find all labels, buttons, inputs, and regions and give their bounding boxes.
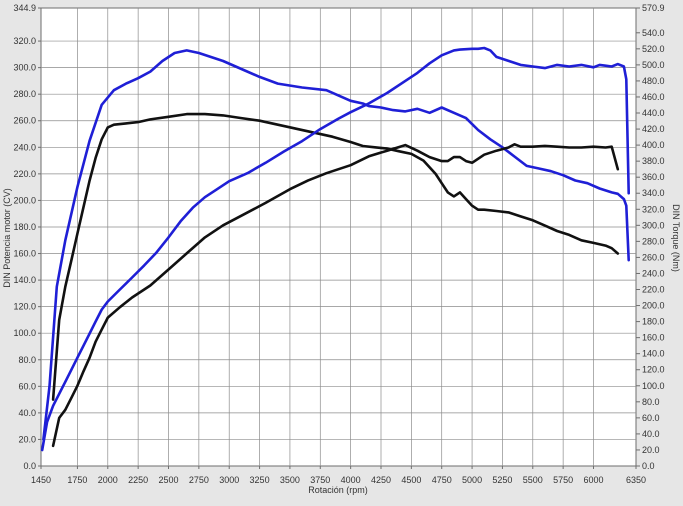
y-right-tick-label: 520.0 <box>642 44 665 54</box>
y-left-tick-label: 20.0 <box>18 434 36 444</box>
x-tick-label: 5500 <box>523 475 543 485</box>
series-line-3 <box>40 46 631 452</box>
x-tick-label: 6000 <box>583 475 603 485</box>
y-right-tick-label: 500.0 <box>642 60 665 70</box>
x-tick-label: 3750 <box>310 475 330 485</box>
y-right-tick-label: 380.0 <box>642 156 665 166</box>
x-tick-label: 2000 <box>98 475 118 485</box>
y-left-tick-label: 344.9 <box>13 3 36 13</box>
x-tick-label: 5250 <box>492 475 512 485</box>
y-left-tick-label: 120.0 <box>13 302 36 312</box>
x-tick-label: 2250 <box>128 475 148 485</box>
y-right-tick-label: 440.0 <box>642 108 665 118</box>
y-left-tick-label: 260.0 <box>13 116 36 126</box>
y-right-tick-label: 300.0 <box>642 220 665 230</box>
y-left-axis-title: DIN Potencia motor (CV) <box>2 188 12 288</box>
y-left-tick-label: 200.0 <box>13 195 36 205</box>
x-tick-label: 3250 <box>250 475 270 485</box>
y-right-tick-label: 220.0 <box>642 285 665 295</box>
series-line-1 <box>42 49 631 441</box>
y-right-tick-label: 140.0 <box>642 349 665 359</box>
y-right-tick-label: 160.0 <box>642 333 665 343</box>
y-right-tick-label: 570.9 <box>642 3 665 13</box>
x-tick-label: 4250 <box>371 475 391 485</box>
y-left-tick-label: 180.0 <box>13 222 36 232</box>
y-right-tick-label: 240.0 <box>642 268 665 278</box>
y-right-tick-label: 260.0 <box>642 252 665 262</box>
y-left-tick-label: 220.0 <box>13 169 36 179</box>
y-right-tick-label: 0.0 <box>642 461 655 471</box>
y-right-tick-label: 80.0 <box>642 397 660 407</box>
x-tick-label: 2500 <box>158 475 178 485</box>
series-line-2 <box>51 112 620 401</box>
y-left-tick-label: 100.0 <box>13 328 36 338</box>
x-tick-label: 4000 <box>341 475 361 485</box>
x-tick-label: 3000 <box>219 475 239 485</box>
grid-horizontal <box>41 40 636 440</box>
x-tick-label: 5750 <box>553 475 573 485</box>
y-right-tick-label: 180.0 <box>642 317 665 327</box>
x-tick-label: 3500 <box>280 475 300 485</box>
y-right-tick-labels: 0.0 20.0 40.0 60.0 80.0 100.0 120.0 140.0 160.0 1… <box>636 3 665 471</box>
y-left-tick-label: 140.0 <box>13 275 36 285</box>
series-lines <box>40 46 631 452</box>
y-right-tick-label: 200.0 <box>642 301 665 311</box>
y-right-axis-title: DIN Torque (Nm) <box>671 204 681 272</box>
y-right-tick-label: 280.0 <box>642 236 665 246</box>
y-right-tick-label: 40.0 <box>642 429 660 439</box>
y-right-tick-label: 60.0 <box>642 413 660 423</box>
y-left-tick-label: 240.0 <box>13 142 36 152</box>
y-right-tick-label: 340.0 <box>642 188 665 198</box>
y-right-tick-label: 480.0 <box>642 76 665 86</box>
x-tick-labels: 1450 1750 2000 2250 2500 2750 3000 3250 3500 3750… <box>31 466 646 485</box>
y-left-tick-label: 320.0 <box>13 36 36 46</box>
y-right-tick-label: 400.0 <box>642 140 665 150</box>
y-left-tick-label: 0.0 <box>23 461 36 471</box>
y-right-tick-label: 120.0 <box>642 365 665 375</box>
x-tick-label: 2750 <box>189 475 209 485</box>
plot-area <box>40 7 637 467</box>
x-tick-label: 1450 <box>31 475 51 485</box>
x-tick-label: 4500 <box>401 475 421 485</box>
x-tick-label: 1750 <box>67 475 87 485</box>
y-right-tick-label: 320.0 <box>642 204 665 214</box>
y-right-tick-label: 420.0 <box>642 124 665 134</box>
y-left-tick-label: 280.0 <box>13 89 36 99</box>
x-axis-title: Rotación (rpm) <box>308 485 368 495</box>
y-right-tick-label: 100.0 <box>642 381 665 391</box>
y-right-tick-label: 460.0 <box>642 92 665 102</box>
y-right-tick-label: 360.0 <box>642 172 665 182</box>
x-tick-label: 4750 <box>432 475 452 485</box>
series-line-4 <box>51 143 620 448</box>
y-left-tick-label: 300.0 <box>13 63 36 73</box>
x-tick-label: 6350 <box>626 475 646 485</box>
x-tick-label: 5000 <box>462 475 482 485</box>
y-left-tick-label: 80.0 <box>18 355 36 365</box>
y-left-tick-label: 40.0 <box>18 408 36 418</box>
y-right-tick-label: 540.0 <box>642 28 665 38</box>
y-left-tick-label: 60.0 <box>18 381 36 391</box>
y-left-tick-label: 160.0 <box>13 249 36 259</box>
y-right-tick-label: 20.0 <box>642 445 660 455</box>
y-left-tick-labels: 0.0 20.0 40.0 60.0 80.0 100.0 120.0 140.0 160.0 1… <box>13 3 41 471</box>
